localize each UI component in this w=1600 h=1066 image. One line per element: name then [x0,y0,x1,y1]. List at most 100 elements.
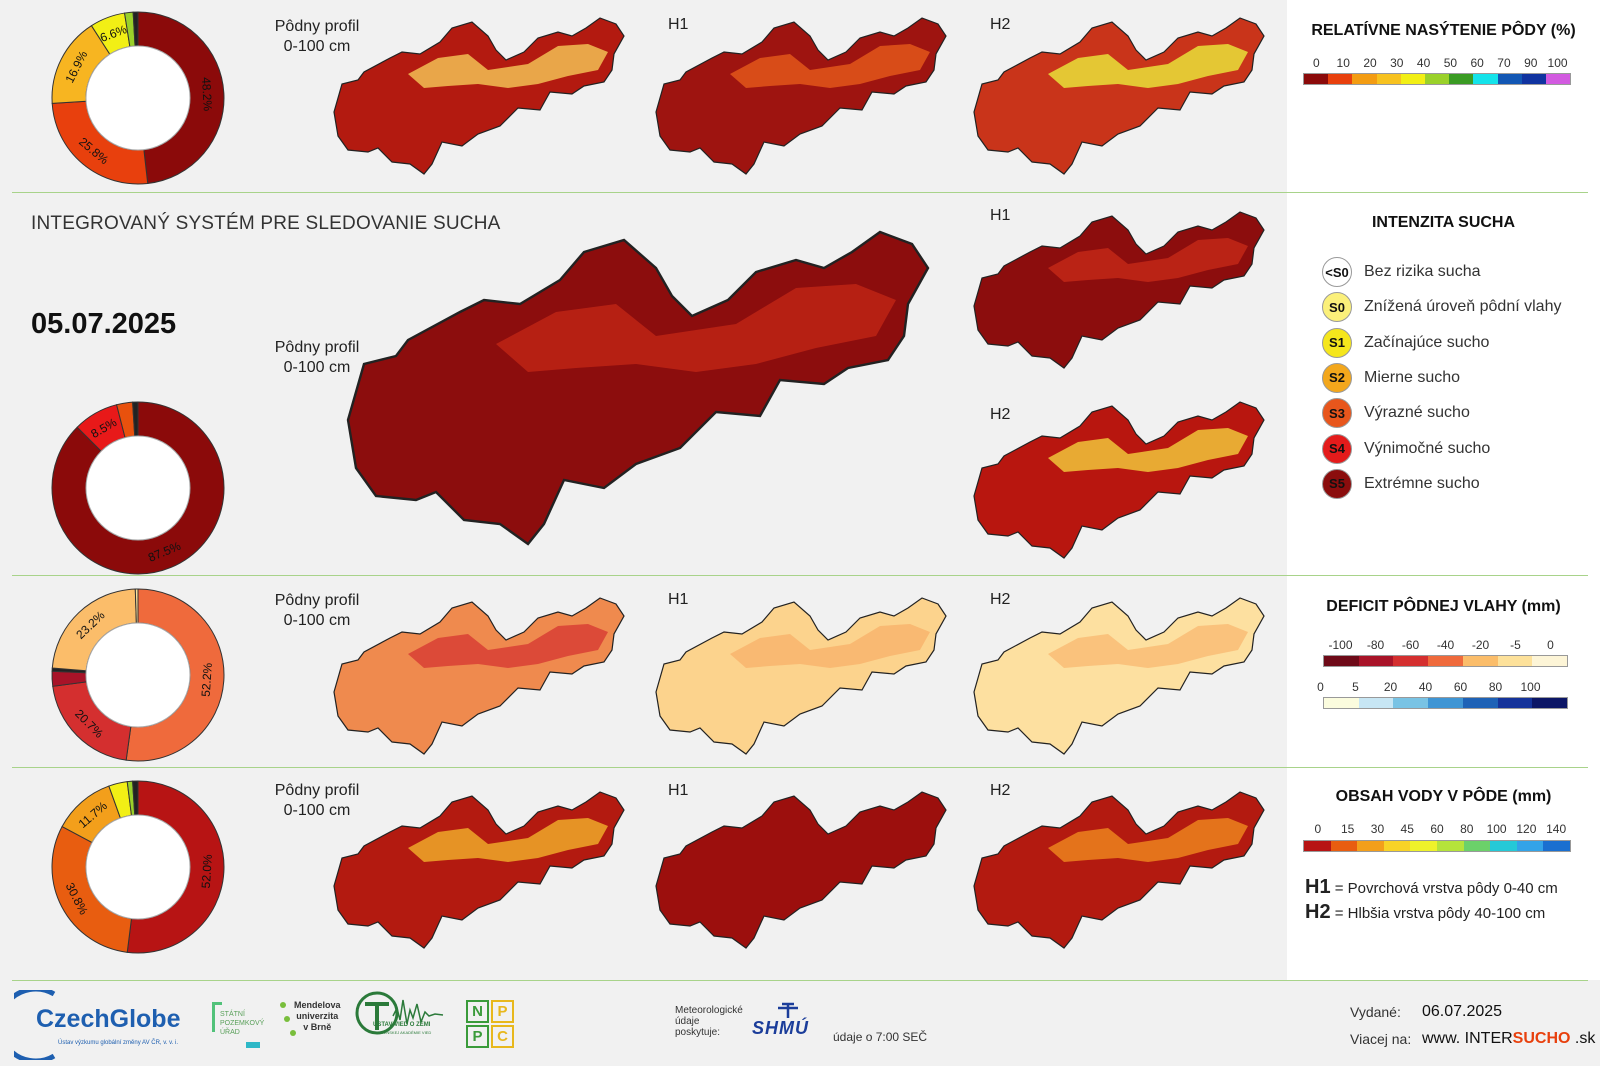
drought-level-dot: S0 [1322,292,1352,323]
legend-tick-label: 30 [1370,822,1385,836]
legend-tick-label: 30 [1390,56,1404,70]
legend-tick-label: -20 [1471,638,1490,652]
legend-tick-label: -80 [1366,638,1385,652]
drought-level-label: Výrazné sucho [1364,404,1470,422]
website-link[interactable]: www. INTERSUCHO .sk [1422,1030,1596,1047]
legend-ticks-saturation: 0 10 20 30 40 50 60 70 90 100 [1303,56,1571,70]
legend-tick-label: 50 [1443,56,1458,70]
legend-swatch [1497,656,1533,666]
map-label-h2: H2 [990,16,1011,33]
legend-tick-label: 100 [1547,56,1568,70]
legend-tick-label: 80 [1488,680,1503,694]
deficit-donut-chart: 52.2%20.7%23.2% [51,588,225,762]
map-label-h1: H1 [668,591,689,608]
water-content-map-h1 [655,791,947,949]
map-label-profile: Pôdny profil 0-100 cm [274,18,360,55]
legend-swatch [1400,74,1425,84]
h1-explanation: H1 = Povrchová vrstva pôdy 0-40 cm [1305,876,1558,898]
legend-title-intensity: INTENZITA SUCHA [1371,214,1516,231]
map-label-h1: H1 [668,782,689,799]
legend-title-deficit: DEFICIT PÔDNEJ VLAHY (mm) [1326,598,1561,615]
section-divider [12,192,1588,193]
data-time-note: údaje o 7:00 SEČ [833,1030,928,1044]
legend-tick-label: 40 [1416,56,1431,70]
legend-tick-label: 0 [1547,638,1554,652]
legend-title-water: OBSAH VODY V PÔDE (mm) [1335,788,1552,805]
donut-segment-label: 52.2% [199,662,215,697]
legend-swatch [1436,841,1464,851]
legend-swatch [1545,74,1571,84]
drought-level-label: Mierne sucho [1364,368,1461,386]
map-label-profile: Pôdny profil 0-100 cm [274,339,360,376]
h2-explanation: H2 = Hlbšia vrstva pôdy 40-100 cm [1305,901,1546,923]
legend-tick-label: 15 [1340,822,1355,836]
legend-swatch [1383,841,1411,851]
drought-level-item: S5 Extrémne sucho [1322,468,1480,499]
legend-tick-label: 40 [1418,680,1433,694]
legend-tick-label: 100 [1486,822,1507,836]
legend-tick-label: -100 [1328,638,1353,652]
drought-level-dot: S1 [1322,327,1352,358]
legend-bar-water [1303,840,1571,852]
legend-swatch [1376,74,1401,84]
legend-swatch [1428,656,1463,666]
drought-level-label: Znížená úroveň pôdní vlahy [1364,298,1562,316]
drought-level-item: S1 Začínajúce sucho [1322,327,1490,358]
nppc-letter: C [491,1025,514,1048]
legend-tick-label: 60 [1430,822,1444,836]
drought-level-dot: S3 [1322,398,1352,429]
legend-swatch [1532,656,1568,666]
legend-swatch [1462,698,1498,708]
drought-level-item: S2 Mierne sucho [1322,362,1461,393]
legend-tick-label: 120 [1516,822,1537,836]
legend-tick-label: 70 [1497,56,1511,70]
drought-intensity-map-h1 [973,211,1265,369]
legend-swatch [1428,698,1463,708]
deficit-map-h1 [655,597,947,755]
legend-swatch [1330,841,1358,851]
mendelu-dot-icon [280,1002,286,1008]
met-data-provider-text: Meteorologické údaje poskytuje: [675,1005,743,1038]
legend-swatch [1532,698,1568,708]
legend-tick-label: 0 [1317,680,1324,694]
drought-level-item: S4 Výnimočné sucho [1322,433,1490,464]
legend-tick-label: -40 [1436,638,1455,652]
system-title: INTEGROVANÝ SYSTÉM PRE SLEDOVANIE SUCHA [31,213,501,234]
drought-level-item: S3 Výrazné sucho [1322,398,1470,429]
drought-level-item: S0 Znížená úroveň pôdní vlahy [1322,292,1562,323]
mendelu-logo: Mendelova univerzita v Brně [280,1000,350,1050]
drought-level-label: Extrémne sucho [1364,474,1480,492]
legend-ticks-deficit-negative: -100 -80 -60 -40 -20 -5 0 [1323,638,1568,652]
legend-swatch [1449,74,1474,84]
legend-title-saturation: RELATÍVNE NASÝTENIE PÔDY (%) [1311,22,1576,39]
legend-swatch [1324,698,1359,708]
legend-swatch [1358,698,1394,708]
legend-swatch [1324,656,1359,666]
legend-ticks-water: 0 15 30 45 60 80 100 120 140 [1303,822,1571,836]
legend-swatch [1543,841,1570,851]
drought-level-dot: S2 [1322,362,1352,393]
spu-logo: STÁTNÍ POZEMKOVÝ ÚŘAD [212,1002,272,1050]
water-content-map-profile [333,791,625,949]
legend-swatch [1304,74,1329,84]
legend-swatch [1328,74,1353,84]
nppc-letter: N [466,1000,489,1023]
section-divider [12,575,1588,576]
legend-swatch [1490,841,1517,851]
legend-tick-label: 20 [1383,680,1398,694]
donut-segment-label: 52.0% [199,854,215,889]
legend-bar-deficit-negative [1323,655,1568,667]
map-label-h1: H1 [668,16,689,33]
legend-swatch [1473,74,1498,84]
shmu-logo: SHMÚ [750,1002,826,1046]
legend-swatch [1462,656,1498,666]
map-label-h2: H2 [990,406,1011,423]
legend-tick-label: 60 [1453,680,1468,694]
drought-level-label: Začínajúce sucho [1364,333,1490,351]
map-label-h1: H1 [990,207,1011,224]
drought-level-dot: <S0 [1322,257,1352,287]
legend-swatch [1497,74,1522,84]
drought-level-dot: S5 [1322,468,1352,499]
